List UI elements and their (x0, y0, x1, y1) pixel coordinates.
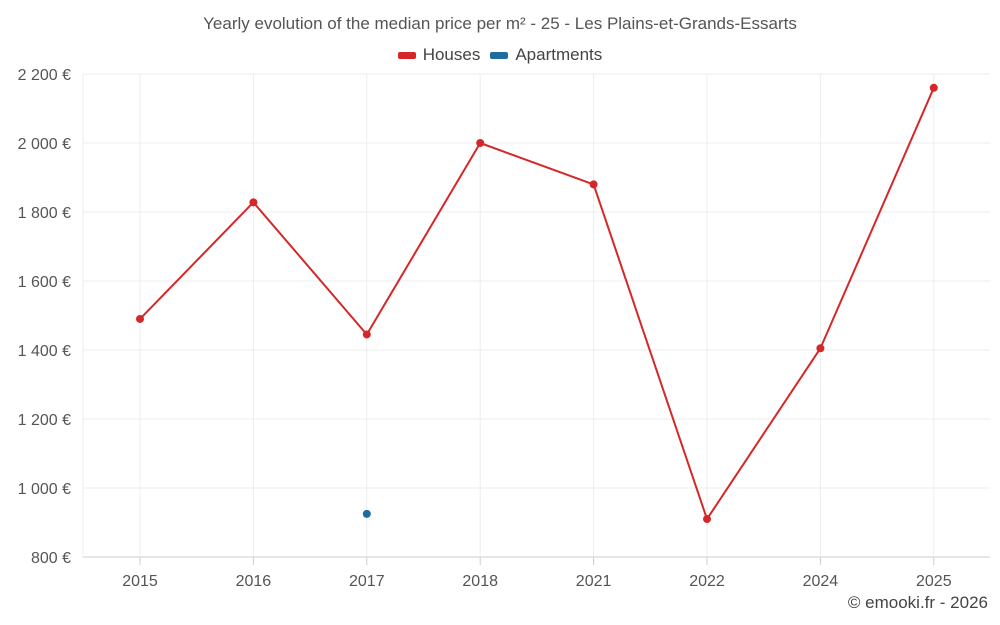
grid (82, 73, 990, 558)
series-houses (136, 83, 938, 524)
legend-item-apartments[interactable]: Apartments (490, 45, 602, 65)
series-line-houses (139, 87, 935, 521)
y-tick-label: 1 200 € (18, 412, 71, 429)
legend-item-houses[interactable]: Houses (397, 45, 481, 65)
legend-swatch-houses (397, 51, 416, 59)
y-tick-label: 2 200 € (18, 67, 71, 84)
data-point-houses[interactable] (703, 515, 711, 524)
data-point-houses[interactable] (589, 180, 598, 189)
y-tick-label: 2 000 € (18, 136, 71, 153)
axes: 800 € 1 000 € 1 200 € 1 400 € 1 600 € 1 800 €… (18, 67, 952, 590)
series (136, 83, 938, 524)
data-point-houses[interactable] (476, 139, 485, 147)
data-point-houses[interactable] (249, 198, 258, 207)
x-tick-label: 2025 (916, 573, 952, 590)
y-tick-label: 800 € (31, 550, 71, 567)
x-tick-label: 2015 (122, 573, 158, 590)
series-apartments (362, 509, 371, 518)
x-tick-label: 2021 (576, 573, 612, 590)
legend-label-apartments: Apartments (515, 45, 603, 64)
x-tick-label: 2022 (689, 573, 725, 590)
x-tick-label: 2016 (236, 573, 272, 590)
x-tick-label: 2018 (462, 573, 498, 590)
legend-label-houses: Houses (422, 45, 481, 64)
x-tick-label: 2024 (803, 573, 839, 590)
legend-swatch-apartments (490, 51, 509, 59)
chart-title: Yearly evolution of the median price per… (203, 14, 797, 33)
data-point-houses[interactable] (816, 344, 825, 353)
y-tick-label: 1 000 € (18, 481, 71, 498)
legend: Houses Apartments (0, 45, 1000, 65)
data-point-apartments[interactable] (362, 509, 371, 518)
y-tick-label: 1 400 € (18, 343, 71, 360)
y-tick-label: 1 800 € (18, 205, 71, 222)
copyright-notice: © emooki.fr - 2026 (847, 593, 988, 612)
data-point-houses[interactable] (362, 330, 371, 339)
x-tick-label: 2017 (349, 573, 385, 590)
data-point-houses[interactable] (136, 314, 144, 323)
y-tick-label: 1 600 € (18, 274, 71, 291)
data-point-houses[interactable] (929, 83, 938, 92)
